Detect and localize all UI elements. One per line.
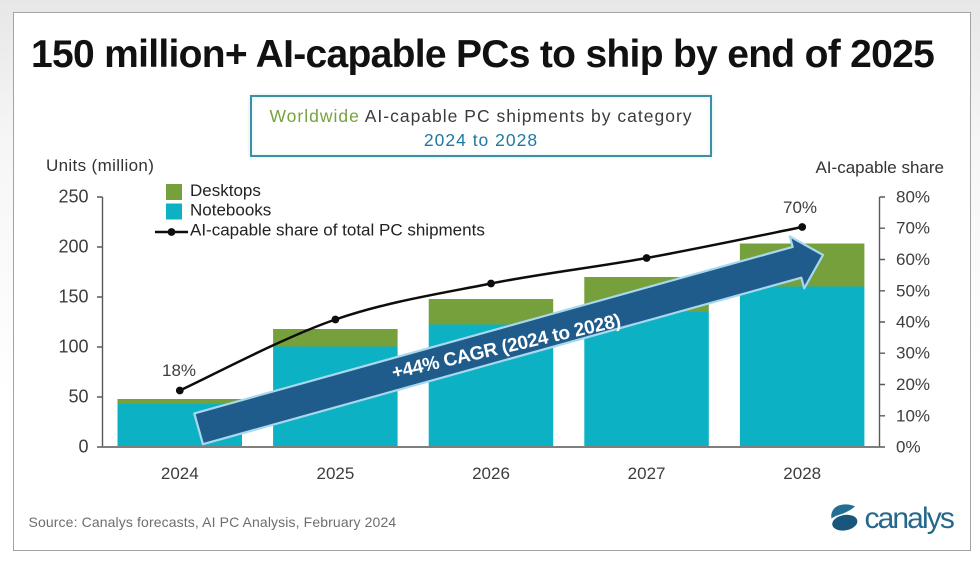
svg-text:150: 150 [58,287,88,307]
svg-text:2028: 2028 [783,464,821,483]
svg-text:40%: 40% [896,313,930,332]
svg-text:Notebooks: Notebooks [190,201,271,220]
svg-text:70%: 70% [896,219,930,238]
svg-text:80%: 80% [896,188,930,207]
svg-text:60%: 60% [896,250,930,269]
svg-text:50%: 50% [896,281,930,300]
svg-text:20%: 20% [896,375,930,394]
svg-text:100: 100 [58,337,88,357]
svg-text:0: 0 [78,437,88,457]
svg-text:200: 200 [58,237,88,257]
svg-text:10%: 10% [896,406,930,425]
svg-text:2024: 2024 [161,464,199,483]
svg-text:2025: 2025 [316,464,354,483]
svg-text:0%: 0% [896,438,921,457]
svg-text:2026: 2026 [472,464,510,483]
svg-text:AI-capable share of total PC s: AI-capable share of total PC shipments [190,221,485,240]
svg-text:Desktops: Desktops [190,181,261,200]
svg-text:70%: 70% [783,198,817,217]
svg-text:30%: 30% [896,344,930,363]
svg-text:18%: 18% [162,361,196,380]
svg-text:2027: 2027 [628,464,666,483]
svg-text:50: 50 [68,387,88,407]
svg-text:250: 250 [58,187,88,207]
